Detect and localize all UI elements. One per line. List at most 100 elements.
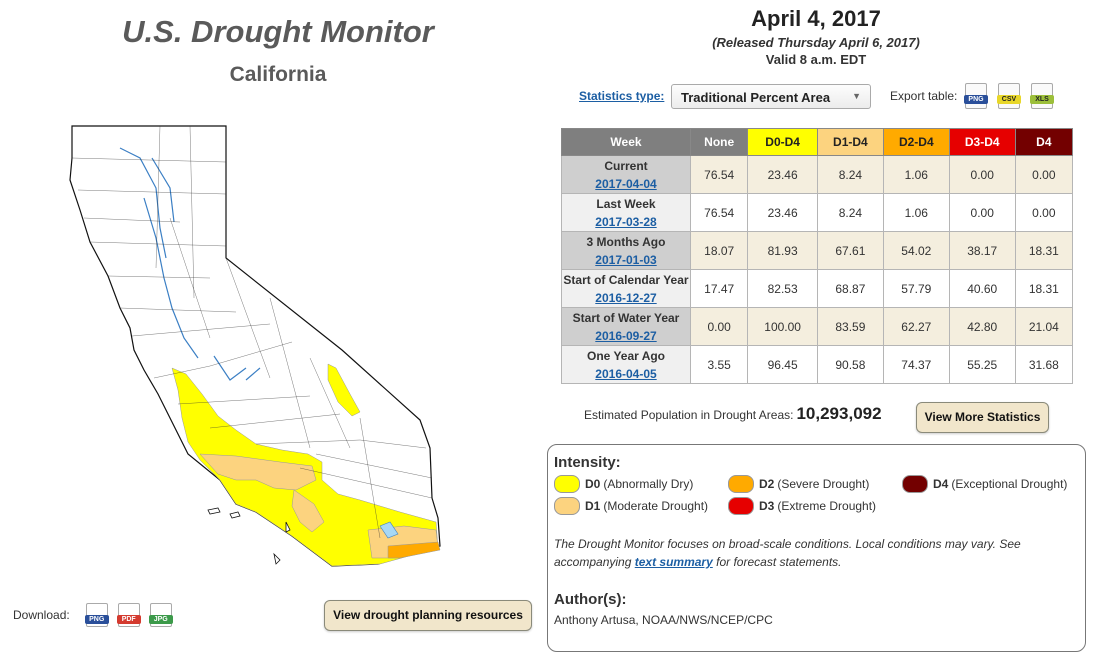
week-cell: Current 2017-04-04 (561, 155, 691, 194)
legend-swatch-d1 (554, 497, 580, 515)
county-lines (71, 125, 433, 539)
value-cell: 31.68 (1014, 345, 1074, 384)
header-d1-d4: D1-D4 (816, 128, 884, 156)
legend-swatch-d2 (728, 475, 754, 493)
download-png-icon[interactable]: PNG (84, 603, 109, 627)
value-cell: 55.25 (948, 345, 1016, 384)
value-cell: 18.31 (1014, 269, 1074, 308)
drought-statistics-table: Week None D0-D4 D1-D4 D2-D4 D3-D4 D4 Cur… (561, 128, 1074, 384)
week-cell: Start of Water Year 2016-09-27 (561, 307, 691, 346)
week-date-link[interactable]: 2016-04-05 (595, 366, 657, 381)
week-cell: Start of Calendar Year 2016-12-27 (561, 269, 691, 308)
value-cell: 68.87 (816, 269, 884, 308)
table-row: Start of Water Year 2016-09-27 0.00 100.0… (561, 307, 1074, 346)
value-cell: 76.54 (689, 155, 749, 194)
value-cell: 74.37 (882, 345, 950, 384)
header-d4: D4 (1014, 128, 1074, 156)
legend-item-d1: D1 (Moderate Drought) (554, 497, 708, 515)
author-heading: Author(s): (554, 591, 627, 608)
value-cell: 62.27 (882, 307, 950, 346)
population-value: 10,293,092 (796, 404, 882, 423)
table-row: 3 Months Ago 2017-01-03 18.07 81.93 67.61… (561, 231, 1074, 270)
population-estimate: Estimated Population in Drought Areas: 10… (584, 404, 882, 424)
legend-item-d0: D0 (Abnormally Dry) (554, 475, 693, 493)
header-none: None (689, 128, 749, 156)
value-cell: 40.60 (948, 269, 1016, 308)
value-cell: 17.47 (689, 269, 749, 308)
header-d0-d4: D0-D4 (747, 128, 818, 156)
region-title: California (229, 63, 327, 86)
statistics-type-value: Traditional Percent Area (681, 90, 831, 105)
intensity-legend: Intensity: D0 (Abnormally Dry) D1 (Moderat… (547, 444, 1086, 652)
valid-time: Valid 8 a.m. EDT (765, 52, 867, 67)
population-label: Estimated Population in Drought Areas: (584, 408, 794, 422)
page-title: U.S. Drought Monitor (122, 14, 434, 49)
value-cell: 0.00 (1014, 193, 1074, 232)
value-cell: 1.06 (882, 155, 950, 194)
statistics-type-link[interactable]: Statistics type: (579, 89, 665, 103)
week-date-link[interactable]: 2016-09-27 (595, 328, 657, 343)
header-d2-d4: D2-D4 (882, 128, 950, 156)
export-png-icon[interactable]: PNG (964, 83, 988, 109)
chevron-down-icon: ▼ (852, 91, 861, 101)
value-cell: 57.79 (882, 269, 950, 308)
d2-severe-drought-south (387, 541, 441, 559)
table-row: Last Week 2017-03-28 76.54 23.46 8.24 1.0… (561, 193, 1074, 232)
value-cell: 18.07 (689, 231, 749, 270)
download-jpg-icon[interactable]: JPG (148, 603, 173, 627)
legend-note: The Drought Monitor focuses on broad-sca… (554, 537, 1021, 569)
view-planning-resources-button[interactable]: View drought planning resources (324, 600, 532, 631)
download-label: Download: (13, 608, 70, 622)
value-cell: 82.53 (747, 269, 818, 308)
table-row: Start of Calendar Year 2016-12-27 17.47 8… (561, 269, 1074, 308)
value-cell: 23.46 (747, 193, 818, 232)
legend-item-d2: D2 (Severe Drought) (728, 475, 869, 493)
value-cell: 42.80 (948, 307, 1016, 346)
value-cell: 100.00 (747, 307, 818, 346)
legend-swatch-d0 (554, 475, 580, 493)
value-cell: 23.46 (747, 155, 818, 194)
week-cell: Last Week 2017-03-28 (561, 193, 691, 232)
value-cell: 76.54 (689, 193, 749, 232)
table-header-row: Week None D0-D4 D1-D4 D2-D4 D3-D4 D4 (561, 128, 1074, 156)
map-date: April 4, 2017 (751, 6, 881, 31)
table-row: One Year Ago 2016-04-05 3.55 96.45 90.58 … (561, 345, 1074, 384)
value-cell: 81.93 (747, 231, 818, 270)
rivers (119, 147, 261, 381)
legend-item-d3: D3 (Extreme Drought) (728, 497, 876, 515)
value-cell: 1.06 (882, 193, 950, 232)
export-table-label: Export table: (890, 89, 958, 103)
week-date-link[interactable]: 2017-04-04 (595, 176, 657, 191)
statistics-type-select[interactable]: Traditional Percent Area ▼ (671, 84, 871, 109)
legend-swatch-d4 (902, 475, 928, 493)
week-date-link[interactable]: 2017-01-03 (595, 252, 657, 267)
salton-sea (379, 521, 399, 539)
download-pdf-icon[interactable]: PDF (116, 603, 141, 627)
header-week: Week (561, 128, 691, 156)
view-more-statistics-button[interactable]: View More Statistics (916, 402, 1049, 433)
legend-item-d4: D4 (Exceptional Drought) (902, 475, 1067, 493)
value-cell: 8.24 (816, 193, 884, 232)
table-row: Current 2017-04-04 76.54 23.46 8.24 1.06 … (561, 155, 1074, 194)
week-date-link[interactable]: 2016-12-27 (595, 290, 657, 305)
author-name: Anthony Artusa, NOAA/NWS/NCEP/CPC (554, 613, 773, 627)
export-xls-icon[interactable]: XLS (1030, 83, 1054, 109)
header-d3-d4: D3-D4 (948, 128, 1016, 156)
value-cell: 90.58 (816, 345, 884, 384)
value-cell: 8.24 (816, 155, 884, 194)
d0-abnormally-dry-eastern (327, 363, 361, 417)
text-summary-link[interactable]: text summary (634, 555, 713, 569)
value-cell: 67.61 (816, 231, 884, 270)
download-bar: Download: PNG PDF JPG (13, 603, 173, 627)
value-cell: 21.04 (1014, 307, 1074, 346)
value-cell: 3.55 (689, 345, 749, 384)
release-date: (Released Thursday April 6, 2017) (712, 35, 920, 50)
value-cell: 0.00 (948, 155, 1016, 194)
export-csv-icon[interactable]: CSV (997, 83, 1021, 109)
california-drought-map[interactable] (60, 118, 460, 578)
value-cell: 96.45 (747, 345, 818, 384)
value-cell: 0.00 (948, 193, 1016, 232)
week-date-link[interactable]: 2017-03-28 (595, 214, 657, 229)
week-cell: 3 Months Ago 2017-01-03 (561, 231, 691, 270)
